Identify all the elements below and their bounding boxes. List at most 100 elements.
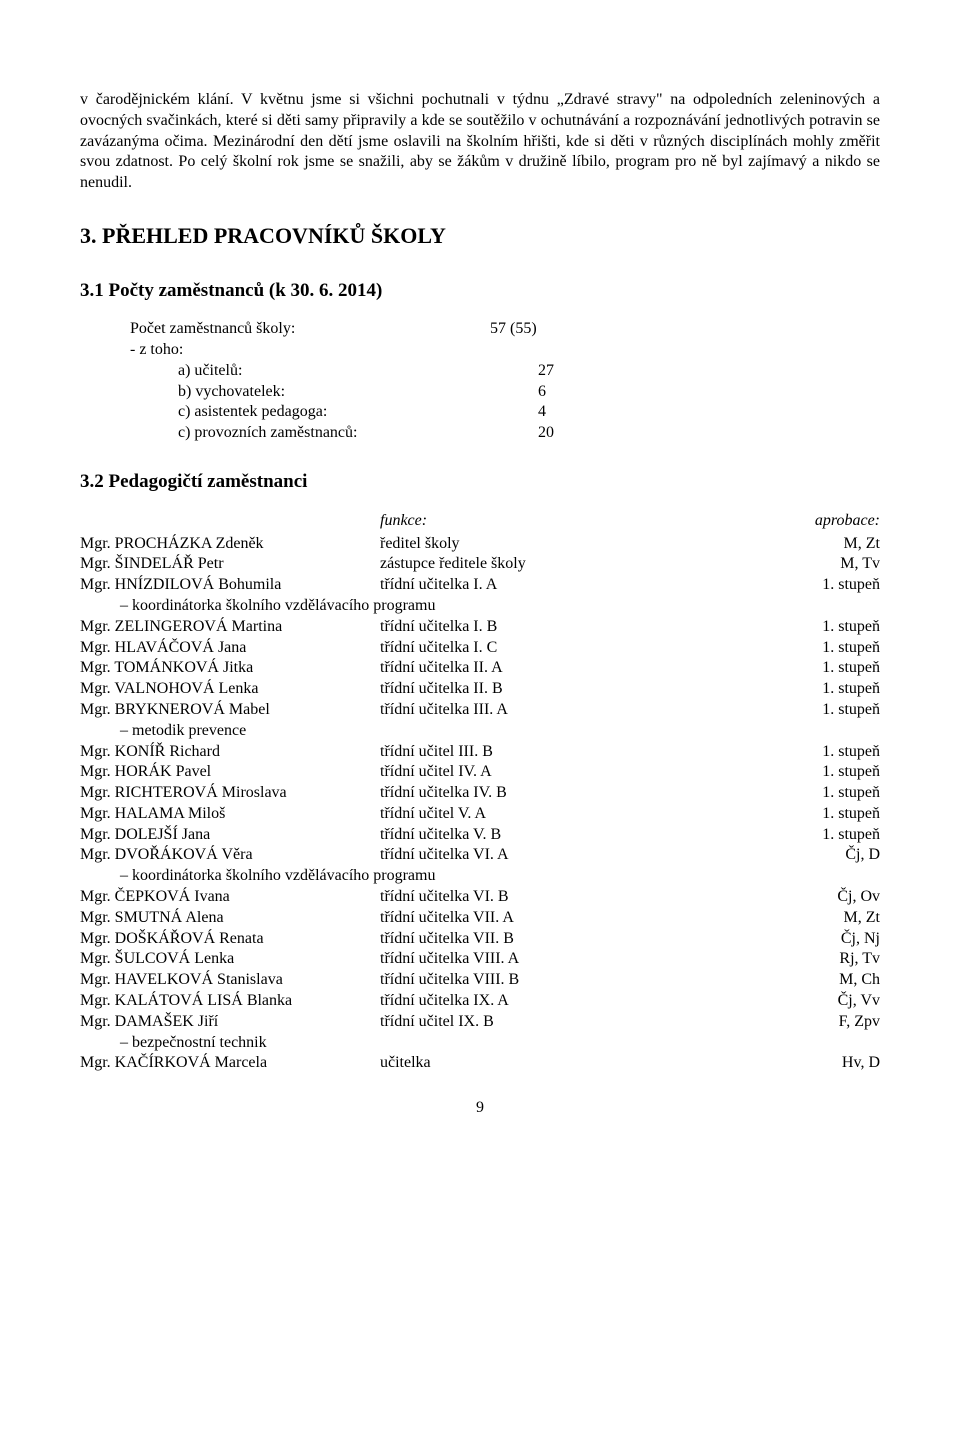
count-d-value: 20 — [538, 423, 618, 444]
staff-approbation: Čj, Nj — [680, 929, 880, 950]
staff-role: třídní učitelka II. B — [380, 679, 680, 700]
staff-role: třídní učitelka VII. A — [380, 908, 680, 929]
staff-name: Mgr. SMUTNÁ Alena — [80, 908, 380, 929]
staff-role: třídní učitelka IX. A — [380, 991, 680, 1012]
count-total-label: Počet zaměstnanců školy: — [130, 319, 490, 340]
staff-name: Mgr. VALNOHOVÁ Lenka — [80, 679, 380, 700]
staff-approbation: Čj, D — [680, 845, 880, 866]
staff-row: Mgr. DAMAŠEK Jiřítřídní učitel IX. BF, Z… — [80, 1012, 880, 1033]
count-total-value: 57 (55) — [490, 319, 570, 340]
staff-name: Mgr. HLAVÁČOVÁ Jana — [80, 638, 380, 659]
page-number: 9 — [80, 1098, 880, 1119]
staff-role: třídní učitelka I. A — [380, 575, 680, 596]
staff-approbation: M, Zt — [680, 908, 880, 929]
staff-approbation: M, Ch — [680, 970, 880, 991]
subsection-3-2-title: 3.2 Pedagogičtí zaměstnanci — [80, 470, 880, 495]
staff-name: Mgr. RICHTEROVÁ Miroslava — [80, 783, 380, 804]
subsection-3-1-title: 3.1 Počty zaměstnanců (k 30. 6. 2014) — [80, 279, 880, 304]
staff-header-role: funkce: — [380, 511, 680, 532]
count-c-value: 4 — [538, 402, 618, 423]
staff-row: Mgr. TOMÁNKOVÁ Jitkatřídní učitelka II. … — [80, 658, 880, 679]
staff-role: třídní učitelka VIII. A — [380, 949, 680, 970]
count-ztoho-value — [490, 340, 570, 361]
staff-row: Mgr. SMUTNÁ Alenatřídní učitelka VII. AM… — [80, 908, 880, 929]
staff-row: Mgr. BRYKNEROVÁ Mabeltřídní učitelka III… — [80, 700, 880, 721]
staff-row: Mgr. PROCHÁZKA Zdeněkředitel školyM, Zt — [80, 534, 880, 555]
staff-approbation: Rj, Tv — [680, 949, 880, 970]
staff-approbation: 1. stupeň — [680, 658, 880, 679]
staff-row: Mgr. ŠINDELÁŘ Petrzástupce ředitele škol… — [80, 554, 880, 575]
staff-name: Mgr. HAVELKOVÁ Stanislava — [80, 970, 380, 991]
staff-list: Mgr. PROCHÁZKA Zdeněkředitel školyM, ZtM… — [80, 534, 880, 1075]
staff-header-name — [80, 511, 380, 532]
count-b-value: 6 — [538, 382, 618, 403]
staff-name: Mgr. KONÍŘ Richard — [80, 742, 380, 763]
staff-name: Mgr. BRYKNEROVÁ Mabel — [80, 700, 380, 721]
staff-role: učitelka — [380, 1053, 680, 1074]
staff-header-row: funkce: aprobace: — [80, 511, 880, 532]
staff-row: Mgr. HORÁK Paveltřídní učitel IV. A1. st… — [80, 762, 880, 783]
staff-name: Mgr. HNÍZDILOVÁ Bohumila — [80, 575, 380, 596]
staff-approbation: 1. stupeň — [680, 783, 880, 804]
staff-name: Mgr. DVOŘÁKOVÁ Věra — [80, 845, 380, 866]
staff-role: zástupce ředitele školy — [380, 554, 680, 575]
staff-name: Mgr. TOMÁNKOVÁ Jitka — [80, 658, 380, 679]
staff-role: třídní učitelka V. B — [380, 825, 680, 846]
staff-approbation: 1. stupeň — [680, 742, 880, 763]
staff-role: třídní učitel V. A — [380, 804, 680, 825]
staff-approbation: Hv, D — [680, 1053, 880, 1074]
staff-approbation: 1. stupeň — [680, 700, 880, 721]
staff-approbation: Čj, Vv — [680, 991, 880, 1012]
staff-role: třídní učitel IV. A — [380, 762, 680, 783]
staff-row: Mgr. HALAMA Miloštřídní učitel V. A1. st… — [80, 804, 880, 825]
section-3-title: 3. PŘEHLED PRACOVNÍKŮ ŠKOLY — [80, 222, 880, 251]
count-a-value: 27 — [538, 361, 618, 382]
staff-role: třídní učitel IX. B — [380, 1012, 680, 1033]
staff-role: třídní učitelka I. B — [380, 617, 680, 638]
staff-name: Mgr. ZELINGEROVÁ Martina — [80, 617, 380, 638]
intro-paragraph: v čarodějnickém klání. V květnu jsme si … — [80, 90, 880, 194]
staff-name: Mgr. ŠINDELÁŘ Petr — [80, 554, 380, 575]
staff-name: Mgr. DOLEJŠÍ Jana — [80, 825, 380, 846]
staff-name: Mgr. HALAMA Miloš — [80, 804, 380, 825]
staff-row: Mgr. HAVELKOVÁ Stanislavatřídní učitelka… — [80, 970, 880, 991]
staff-row: Mgr. ČEPKOVÁ Ivanatřídní učitelka VI. BČ… — [80, 887, 880, 908]
staff-role: třídní učitelka VII. B — [380, 929, 680, 950]
staff-approbation: M, Tv — [680, 554, 880, 575]
staff-row: Mgr. RICHTEROVÁ Miroslavatřídní učitelka… — [80, 783, 880, 804]
staff-role: třídní učitelka IV. B — [380, 783, 680, 804]
staff-approbation: 1. stupeň — [680, 638, 880, 659]
staff-name: Mgr. DOŠKÁŘOVÁ Renata — [80, 929, 380, 950]
staff-header-appr: aprobace: — [680, 511, 880, 532]
staff-approbation: 1. stupeň — [680, 825, 880, 846]
count-b-label: b) vychovatelek: — [130, 382, 538, 403]
staff-row: Mgr. DVOŘÁKOVÁ Věratřídní učitelka VI. A… — [80, 845, 880, 866]
staff-approbation: M, Zt — [680, 534, 880, 555]
staff-approbation: F, Zpv — [680, 1012, 880, 1033]
staff-role: třídní učitelka I. C — [380, 638, 680, 659]
staff-note: – metodik prevence — [80, 721, 880, 742]
staff-note: – koordinátorka školního vzdělávacího pr… — [80, 866, 880, 887]
staff-row: Mgr. HLAVÁČOVÁ Janatřídní učitelka I. C1… — [80, 638, 880, 659]
staff-note: – koordinátorka školního vzdělávacího pr… — [80, 596, 880, 617]
count-d-label: c) provozních zaměstnanců: — [130, 423, 538, 444]
count-a-label: a) učitelů: — [130, 361, 538, 382]
staff-name: Mgr. KALÁTOVÁ LISÁ Blanka — [80, 991, 380, 1012]
staff-approbation: Čj, Ov — [680, 887, 880, 908]
staff-row: Mgr. DOLEJŠÍ Janatřídní učitelka V. B1. … — [80, 825, 880, 846]
staff-role: třídní učitelka VI. B — [380, 887, 680, 908]
staff-approbation: 1. stupeň — [680, 804, 880, 825]
staff-row: Mgr. HNÍZDILOVÁ Bohumilatřídní učitelka … — [80, 575, 880, 596]
staff-role: ředitel školy — [380, 534, 680, 555]
staff-row: Mgr. KAČÍRKOVÁ MarcelaučitelkaHv, D — [80, 1053, 880, 1074]
staff-role: třídní učitelka VIII. B — [380, 970, 680, 991]
staff-row: Mgr. KONÍŘ Richardtřídní učitel III. B1.… — [80, 742, 880, 763]
staff-name: Mgr. ČEPKOVÁ Ivana — [80, 887, 380, 908]
staff-role: třídní učitelka III. A — [380, 700, 680, 721]
staff-row: Mgr. ŠULCOVÁ Lenkatřídní učitelka VIII. … — [80, 949, 880, 970]
staff-row: Mgr. VALNOHOVÁ Lenkatřídní učitelka II. … — [80, 679, 880, 700]
staff-name: Mgr. ŠULCOVÁ Lenka — [80, 949, 380, 970]
staff-name: Mgr. HORÁK Pavel — [80, 762, 380, 783]
staff-name: Mgr. KAČÍRKOVÁ Marcela — [80, 1053, 380, 1074]
staff-row: Mgr. DOŠKÁŘOVÁ Renatatřídní učitelka VII… — [80, 929, 880, 950]
